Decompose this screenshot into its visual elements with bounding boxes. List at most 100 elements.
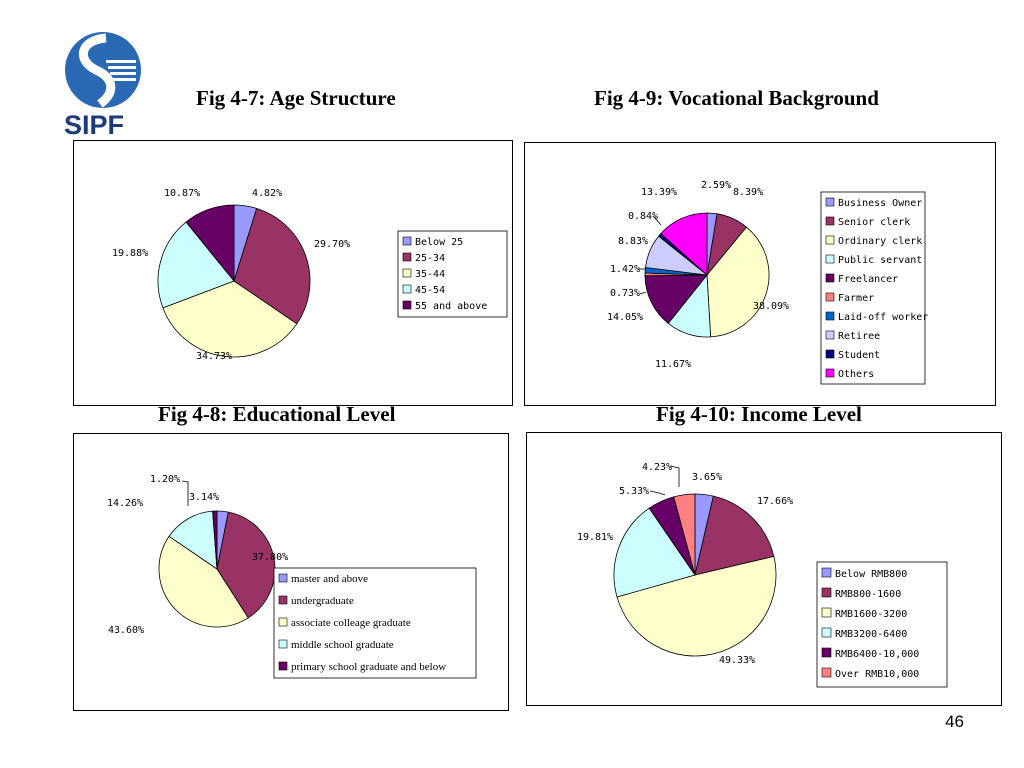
fig410-data-label-rmb6400-10-000: 5.33% [619, 486, 649, 497]
fig49-legend-swatch-senior-clerk [825, 216, 835, 226]
fig49-leader-line [652, 215, 662, 226]
fig48-slice-middle-school-graduate [168, 510, 218, 570]
fig48-leader-line [181, 480, 189, 506]
fig49-leader-line [639, 291, 647, 295]
fig47-legend [397, 230, 508, 318]
fig48-legend-label-undergraduate: undergraduate [291, 595, 354, 607]
fig48-legend-label-master-and-above: master and above [291, 573, 368, 585]
fig49-legend-label-freelancer: Freelancer [838, 274, 898, 285]
fig48-data-label-master-and-above: 3.14% [189, 492, 219, 503]
fig48-slice-associate-colleage-graduate [158, 535, 249, 628]
fig49-legend-label-others: Others [838, 369, 874, 380]
fig47-slice-25-34 [233, 207, 311, 325]
fig47-slice-45-54 [157, 221, 235, 309]
fig49-slice-others [660, 212, 708, 276]
fig410-slice-rmb1600-3200 [616, 555, 777, 657]
fig410-pie-chart: 3.65% 17.66% 49.33% 19.81% 5.33% 4.23% Below R… [577, 462, 948, 688]
fig49-title: Fig 4-9: Vocational Background [594, 86, 879, 110]
fig48-slice-primary-school-graduate-and-below [212, 510, 218, 570]
fig47-chart-panel: 4.82% 29.70% 34.73% 19.88% 10.87% Below 25 25-… [73, 140, 513, 406]
fig410-slice-rmb800-1600 [694, 495, 775, 576]
fig49-legend-swatch-business-owner [825, 197, 835, 207]
fig47-legend-swatch-55-and-above [402, 300, 412, 310]
fig49-legend-label-business-owner: Business Owner [838, 198, 922, 209]
fig410-data-label-below-rmb800: 3.65% [692, 472, 722, 483]
fig49-data-label-laid-off-worker: 1.42% [610, 264, 640, 275]
fig48-pie-chart: 3.14% 37.80% 43.60% 14.26% 1.20% master and a… [107, 474, 477, 679]
fig48-legend-swatch-master-and-above [278, 573, 288, 583]
fig47-data-label-55-and-above: 10.87% [164, 188, 200, 199]
fig49-slice-freelancer [644, 274, 708, 324]
fig49-legend-label-student: Student [838, 350, 880, 361]
fig410-legend-swatch-over-rmb10-000 [821, 667, 832, 678]
fig48-data-label-middle-school-graduate: 14.26% [107, 498, 143, 509]
fig410-legend-swatch-below-rmb800 [821, 567, 832, 578]
fig49-legend-swatch-others [825, 368, 835, 378]
fig47-legend-label-35-44: 35-44 [415, 269, 445, 280]
fig410-legend-swatch-rmb3200-6400 [821, 627, 832, 638]
fig47-legend-label-25-34: 25-34 [415, 253, 445, 264]
fig410-legend-label-rmb6400-10-000: RMB6400-10,000 [835, 649, 919, 660]
fig49-data-label-public-servant: 11.67% [655, 359, 691, 370]
fig49-legend-label-laid-off-worker: Laid-off worker [838, 312, 928, 323]
fig47-pie-chart: 4.82% 29.70% 34.73% 19.88% 10.87% Below 25 25-… [112, 188, 508, 362]
fig410-data-label-rmb800-1600: 17.66% [757, 496, 793, 507]
fig410-data-label-over-rmb10-000: 4.23% [642, 462, 672, 473]
fig48-legend-label-associate-colleage-graduate: associate colleage graduate [291, 617, 411, 629]
fig47-title: Fig 4-7: Age Structure [196, 86, 396, 110]
fig47-legend-label-55-and-above: 55 and above [415, 301, 487, 312]
fig410-legend-swatch-rmb800-1600 [821, 587, 832, 598]
fig410-legend-label-rmb800-1600: RMB800-1600 [835, 589, 901, 600]
fig48-legend-label-primary-school-graduate-and-below: primary school graduate and below [291, 661, 446, 673]
fig49-legend-swatch-student [825, 349, 835, 359]
fig49-legend-label-senior-clerk: Senior clerk [838, 217, 910, 228]
fig410-chart-panel: 3.65% 17.66% 49.33% 19.81% 5.33% 4.23% Below R… [526, 432, 1002, 706]
fig49-data-label-retiree: 8.83% [618, 236, 648, 247]
fig410-legend-label-over-rmb10-000: Over RMB10,000 [835, 669, 919, 680]
fig47-legend-label-below-25: Below 25 [415, 237, 463, 248]
fig49-legend [820, 191, 926, 385]
fig49-data-label-senior-clerk: 8.39% [733, 187, 763, 198]
fig49-data-label-farmer: 0.73% [610, 288, 640, 299]
fig49-legend-label-ordinary-clerk: Ordinary clerk [838, 236, 922, 247]
fig49-legend-swatch-laid-off-worker [825, 311, 835, 321]
fig49-slice-ordinary-clerk [706, 226, 770, 338]
fig48-data-label-undergraduate: 37.80% [252, 552, 288, 563]
fig49-legend-swatch-retiree [825, 330, 835, 340]
fig48-chart-panel: 3.14% 37.80% 43.60% 14.26% 1.20% master and a… [73, 433, 509, 711]
fig49-data-label-business-owner: 2.59% [701, 180, 731, 191]
logo-text: SIPF [64, 110, 124, 140]
fig410-leader-line [649, 490, 666, 496]
fig49-legend-swatch-ordinary-clerk [825, 235, 835, 245]
sipf-logo: SIPF [64, 32, 141, 140]
fig47-legend-swatch-35-44 [402, 268, 412, 278]
fig47-slice-35-44 [162, 280, 298, 358]
fig49-data-label-freelancer: 14.05% [607, 312, 643, 323]
fig48-data-label-associate-colleage-graduate: 43.60% [108, 625, 144, 636]
fig47-data-label-below-25: 4.82% [252, 188, 282, 199]
fig410-title: Fig 4-10: Income Level [656, 402, 862, 426]
fig410-legend-label-rmb3200-6400: RMB3200-6400 [835, 629, 907, 640]
fig410-legend-swatch-rmb6400-10-000 [821, 647, 832, 658]
fig47-legend-label-45-54: 45-54 [415, 285, 445, 296]
fig49-data-label-student: 0.84% [628, 211, 658, 222]
fig47-data-label-45-54: 19.88% [112, 248, 148, 259]
fig47-data-label-35-44: 34.73% [196, 351, 232, 362]
fig49-data-label-others: 13.39% [641, 187, 677, 198]
fig48-data-label-primary-school-graduate-and-below: 1.20% [150, 474, 180, 485]
fig410-legend [816, 561, 948, 688]
fig48-legend-swatch-associate-colleage-graduate [278, 617, 288, 627]
fig410-legend-label-below-rmb800: Below RMB800 [835, 569, 907, 580]
fig47-legend-swatch-45-54 [402, 284, 412, 294]
fig47-data-label-25-34: 29.70% [314, 239, 350, 250]
fig410-slice-over-rmb10-000 [673, 493, 696, 576]
fig49-legend-swatch-public-servant [825, 254, 835, 264]
fig410-legend-swatch-rmb1600-3200 [821, 607, 832, 618]
fig47-legend-swatch-below-25 [402, 236, 412, 246]
fig410-legend-label-rmb1600-3200: RMB1600-3200 [835, 609, 907, 620]
fig48-title: Fig 4-8: Educational Level [158, 402, 396, 426]
fig49-pie-chart: 2.59%8.39% 38.09% 11.67% 14.05% 0.73% 1.42% 8.… [607, 180, 928, 385]
fig410-data-label-rmb3200-6400: 19.81% [577, 532, 613, 543]
fig49-legend-swatch-farmer [825, 292, 835, 302]
page-number: 46 [945, 712, 964, 731]
